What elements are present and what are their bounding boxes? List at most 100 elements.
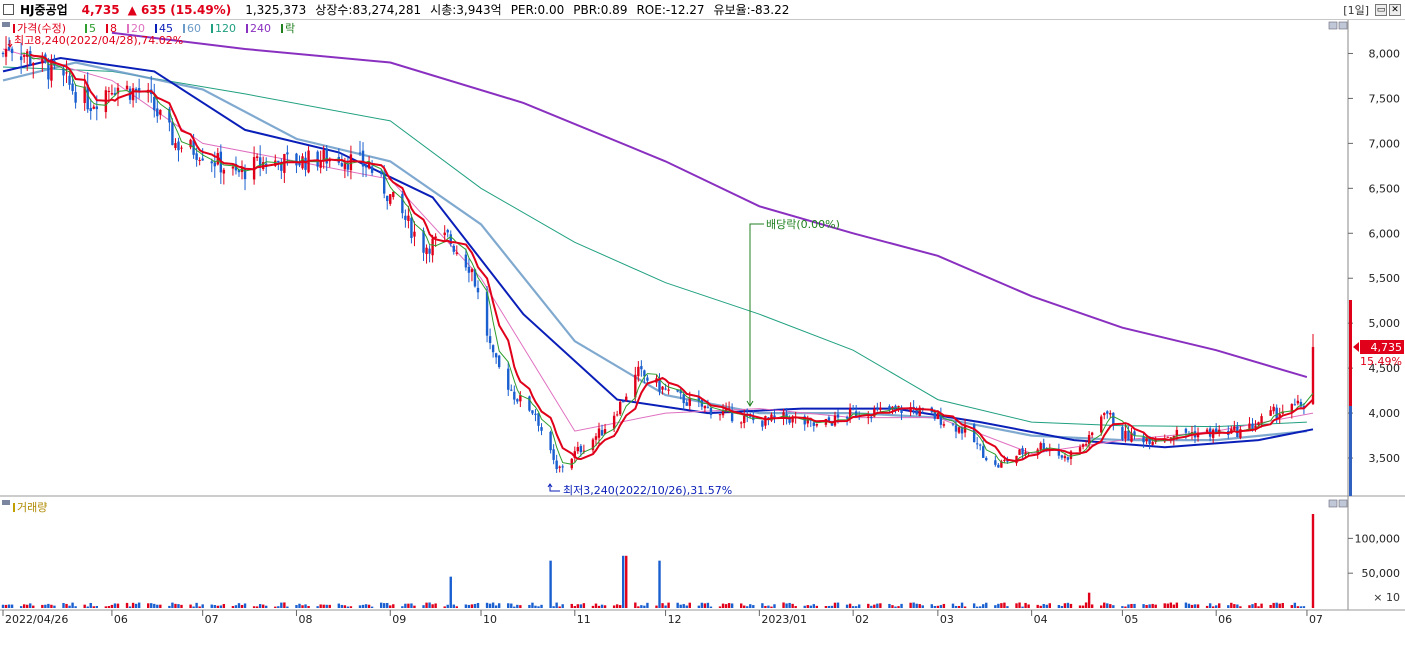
volume-bar: [912, 602, 915, 608]
volume-bar: [531, 602, 534, 608]
volume-bar: [1151, 603, 1154, 608]
candle-body: [1106, 411, 1109, 414]
volume-bar: [328, 604, 331, 608]
volume-bar: [234, 605, 238, 608]
volume-bar: [622, 555, 625, 608]
volume-bar: [788, 602, 791, 608]
x-tick-label: 07: [205, 613, 219, 626]
volume-bar: [1281, 602, 1284, 608]
candle-body: [637, 366, 640, 377]
select-checkbox[interactable]: [3, 4, 14, 15]
candle-body: [519, 395, 522, 402]
volume-bar: [661, 603, 664, 608]
volume-bar: [1193, 604, 1197, 608]
candle-body: [721, 410, 725, 416]
candle-body: [664, 388, 667, 390]
market-cap: 시총:3,943억: [430, 3, 502, 17]
candle-body: [1109, 412, 1112, 415]
volume-bar: [383, 603, 386, 608]
volume-bar: [1, 604, 5, 608]
candle-body: [761, 420, 764, 427]
candle-body: [1000, 461, 1003, 468]
volume-bar: [134, 603, 138, 608]
candle-body: [485, 291, 489, 336]
volume-bar: [50, 604, 53, 608]
volume-bar: [528, 604, 531, 608]
candle-body: [389, 194, 392, 204]
volume-bar: [752, 605, 755, 608]
ma-line-8: [29, 53, 1314, 463]
candle-body: [464, 254, 468, 268]
candle-body: [676, 389, 679, 392]
volume-bar: [47, 603, 50, 608]
legend-price-label: 가격(수정): [17, 22, 66, 35]
legend: 가격(수정) 5 8 20 45 60 120 240 락: [13, 22, 295, 35]
candle-body: [110, 93, 114, 95]
candle-body: [1296, 400, 1300, 404]
volume-bar: [7, 604, 11, 608]
volume-expand-icon[interactable]: [1338, 499, 1348, 508]
candle-body: [1087, 434, 1091, 445]
volume-shrink-icon[interactable]: [1328, 499, 1338, 508]
panel-expand-icon[interactable]: [1338, 21, 1348, 30]
volume-bar: [1121, 606, 1124, 608]
volume-bar: [697, 605, 701, 608]
x-tick-label: 2023/01: [761, 613, 807, 626]
volume-bar: [153, 603, 156, 608]
volume-bar: [573, 606, 577, 608]
volume-bar: [379, 602, 383, 608]
candle-body: [573, 451, 577, 458]
volume-bar: [258, 604, 262, 608]
candle-body: [558, 466, 561, 468]
candle-body: [171, 122, 174, 146]
candle-body: [364, 164, 368, 168]
volume-bar: [857, 604, 861, 608]
volume-bar: [815, 605, 819, 608]
volume-bar: [640, 605, 643, 608]
volume-bar: [237, 603, 241, 608]
volume-bar: [507, 603, 510, 608]
volume-bar: [679, 604, 682, 608]
panel-menu-icon[interactable]: [2, 22, 10, 27]
period-selector[interactable]: [1일]: [1343, 4, 1369, 17]
candle-body: [10, 48, 14, 54]
candle-body: [661, 386, 664, 390]
candle-body: [1130, 432, 1133, 442]
volume-bar: [4, 604, 8, 608]
volume-bar: [1036, 604, 1039, 608]
volume-bar: [1272, 602, 1275, 608]
candle-body: [997, 464, 1000, 468]
volume-bar: [159, 604, 162, 608]
reserve-ratio: 유보율:-83.22: [713, 3, 790, 17]
candle-body: [156, 108, 159, 117]
volume-legend-label: 거래량: [17, 501, 47, 514]
window-controls: [1일] ▭ ✕: [1343, 2, 1401, 18]
volume-bar: [1103, 602, 1106, 608]
candle-body: [370, 166, 374, 173]
minimize-icon[interactable]: ▭: [1375, 4, 1387, 16]
candle-body: [47, 63, 50, 80]
legend-ma-8: 8: [110, 22, 117, 35]
panel-shrink-icon[interactable]: [1328, 21, 1338, 30]
volume-panel-menu-icon[interactable]: [2, 500, 10, 505]
candle-body: [1142, 436, 1145, 443]
ma-line-20: [2, 48, 1314, 455]
candle-body: [600, 430, 604, 436]
candle-body: [1175, 429, 1179, 437]
title-bar: HJ중공업 4,735 ▲ 635 (15.49%) 1,325,373 상장수…: [0, 0, 1405, 20]
candle-body: [555, 460, 558, 470]
volume-bar: [724, 604, 728, 608]
roe-value: ROE:-12.27: [636, 2, 705, 17]
volume-bar: [104, 606, 108, 608]
close-icon[interactable]: ✕: [1389, 4, 1401, 16]
volume-bar: [655, 605, 658, 608]
candle-body: [452, 245, 455, 252]
candle-body: [425, 247, 428, 255]
volume-bar: [540, 604, 543, 608]
volume-bar: [1130, 603, 1133, 608]
volume-bar: [876, 603, 879, 608]
candle-body: [1066, 457, 1070, 460]
volume-bar: [1163, 603, 1166, 608]
low-label: 최저3,240(2022/10/26),31.57%: [563, 484, 732, 497]
volume-bar: [918, 604, 921, 608]
